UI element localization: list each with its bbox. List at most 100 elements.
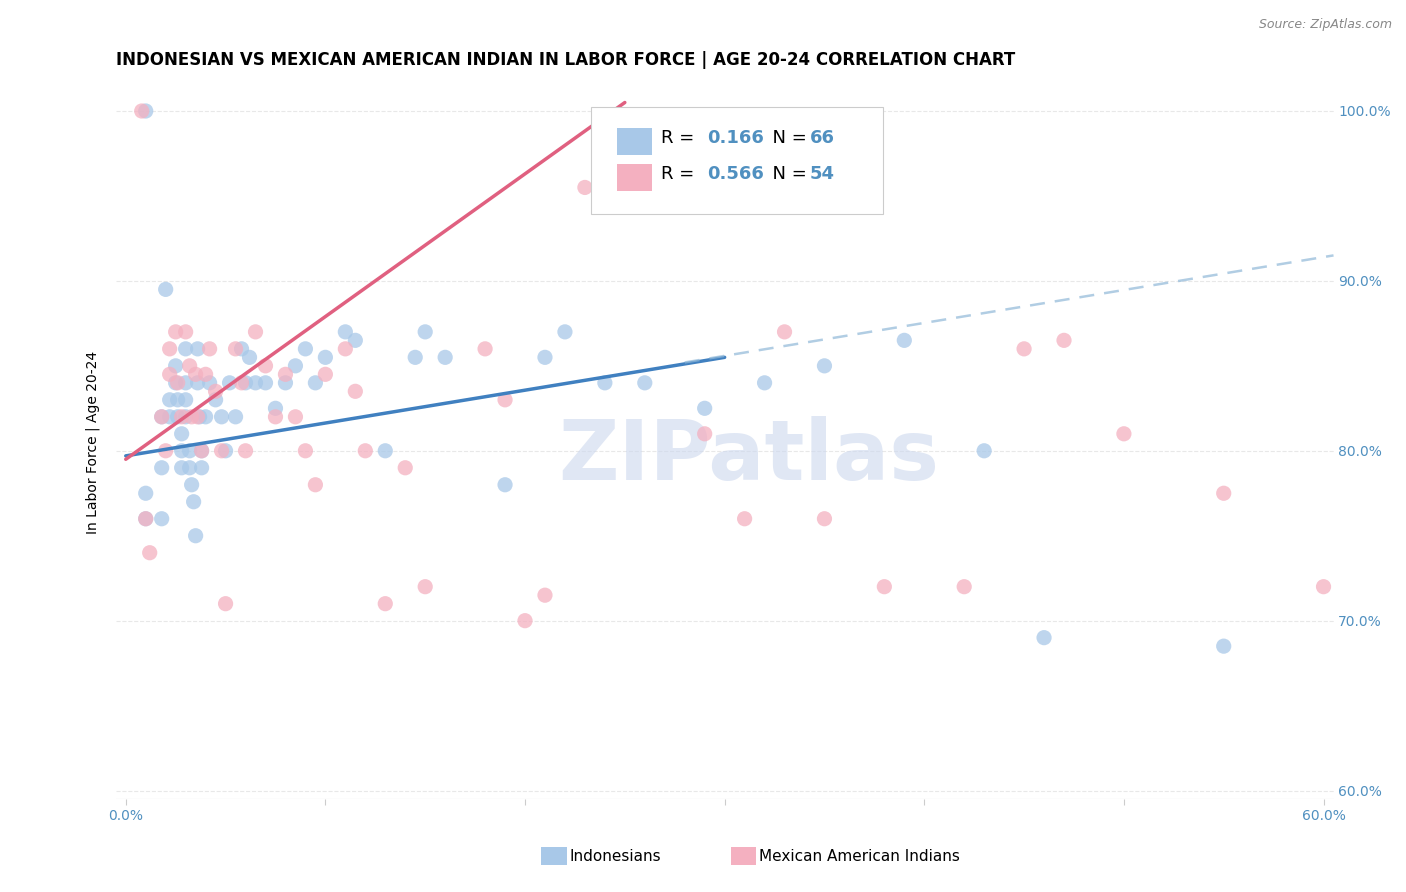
Point bbox=[194, 409, 217, 424]
Text: 54: 54 bbox=[810, 165, 835, 183]
Point bbox=[294, 342, 316, 356]
Point bbox=[754, 376, 776, 390]
Point bbox=[135, 486, 157, 500]
Point bbox=[131, 103, 153, 118]
Point bbox=[159, 409, 181, 424]
Point bbox=[187, 342, 209, 356]
Point bbox=[284, 409, 307, 424]
Point bbox=[135, 512, 157, 526]
Point bbox=[873, 580, 896, 594]
Text: Mexican American Indians: Mexican American Indians bbox=[759, 849, 960, 863]
Point bbox=[634, 376, 657, 390]
Point bbox=[225, 342, 247, 356]
Point bbox=[165, 376, 187, 390]
Point bbox=[204, 392, 226, 407]
Point bbox=[973, 443, 995, 458]
Point bbox=[150, 409, 173, 424]
Text: ZIPatlas: ZIPatlas bbox=[558, 416, 939, 497]
Point bbox=[494, 392, 516, 407]
Point bbox=[394, 460, 416, 475]
Point bbox=[354, 443, 377, 458]
Point bbox=[225, 409, 247, 424]
Point bbox=[165, 359, 187, 373]
Point bbox=[314, 368, 336, 382]
Point bbox=[187, 376, 209, 390]
Point bbox=[813, 512, 835, 526]
Point bbox=[166, 392, 188, 407]
Bar bbox=[617, 128, 651, 154]
Bar bbox=[617, 164, 651, 191]
Point bbox=[474, 342, 496, 356]
Point bbox=[166, 376, 188, 390]
Point bbox=[184, 529, 207, 543]
Point bbox=[235, 443, 257, 458]
Y-axis label: In Labor Force | Age 20-24: In Labor Force | Age 20-24 bbox=[86, 351, 100, 533]
Point bbox=[813, 359, 835, 373]
Point bbox=[174, 409, 197, 424]
Point bbox=[1053, 334, 1076, 348]
Point bbox=[180, 477, 202, 491]
Point bbox=[434, 351, 457, 365]
Point bbox=[190, 443, 212, 458]
Point bbox=[734, 512, 756, 526]
Point bbox=[174, 392, 197, 407]
Point bbox=[344, 334, 367, 348]
Point bbox=[165, 325, 187, 339]
Point bbox=[513, 614, 536, 628]
Point bbox=[187, 409, 209, 424]
Point bbox=[274, 368, 297, 382]
Point bbox=[179, 443, 201, 458]
Point bbox=[413, 325, 436, 339]
Point bbox=[218, 376, 240, 390]
Point bbox=[953, 580, 976, 594]
Text: Source: ZipAtlas.com: Source: ZipAtlas.com bbox=[1258, 18, 1392, 31]
Point bbox=[773, 325, 796, 339]
Point bbox=[198, 342, 221, 356]
Point bbox=[593, 376, 616, 390]
Point bbox=[135, 103, 157, 118]
Point bbox=[1212, 486, 1234, 500]
Point bbox=[1112, 426, 1135, 441]
Point bbox=[190, 460, 212, 475]
Point bbox=[534, 588, 557, 602]
Point bbox=[1212, 639, 1234, 653]
Text: N =: N = bbox=[761, 128, 813, 146]
Point bbox=[150, 460, 173, 475]
Point bbox=[554, 325, 576, 339]
Point bbox=[174, 325, 197, 339]
Point bbox=[264, 401, 287, 416]
Point bbox=[494, 477, 516, 491]
Point bbox=[1312, 580, 1334, 594]
Point bbox=[183, 495, 205, 509]
Point bbox=[314, 351, 336, 365]
Text: Indonesians: Indonesians bbox=[569, 849, 661, 863]
Point bbox=[204, 384, 226, 399]
Point bbox=[155, 282, 177, 296]
Point bbox=[159, 368, 181, 382]
Point bbox=[231, 342, 253, 356]
Point bbox=[184, 368, 207, 382]
Point bbox=[138, 546, 160, 560]
Point bbox=[180, 409, 202, 424]
Point bbox=[198, 376, 221, 390]
Text: N =: N = bbox=[761, 165, 813, 183]
Point bbox=[170, 460, 193, 475]
Point bbox=[231, 376, 253, 390]
Point bbox=[304, 376, 326, 390]
Point bbox=[190, 443, 212, 458]
Point bbox=[245, 325, 267, 339]
Point bbox=[179, 460, 201, 475]
Point bbox=[194, 368, 217, 382]
Point bbox=[335, 325, 357, 339]
Point bbox=[159, 342, 181, 356]
Point bbox=[294, 443, 316, 458]
Point bbox=[404, 351, 426, 365]
Point bbox=[214, 443, 236, 458]
Point bbox=[238, 351, 260, 365]
Point bbox=[264, 409, 287, 424]
Point bbox=[155, 443, 177, 458]
Point bbox=[254, 376, 277, 390]
Point bbox=[574, 180, 596, 194]
Point bbox=[170, 409, 193, 424]
Point bbox=[344, 384, 367, 399]
